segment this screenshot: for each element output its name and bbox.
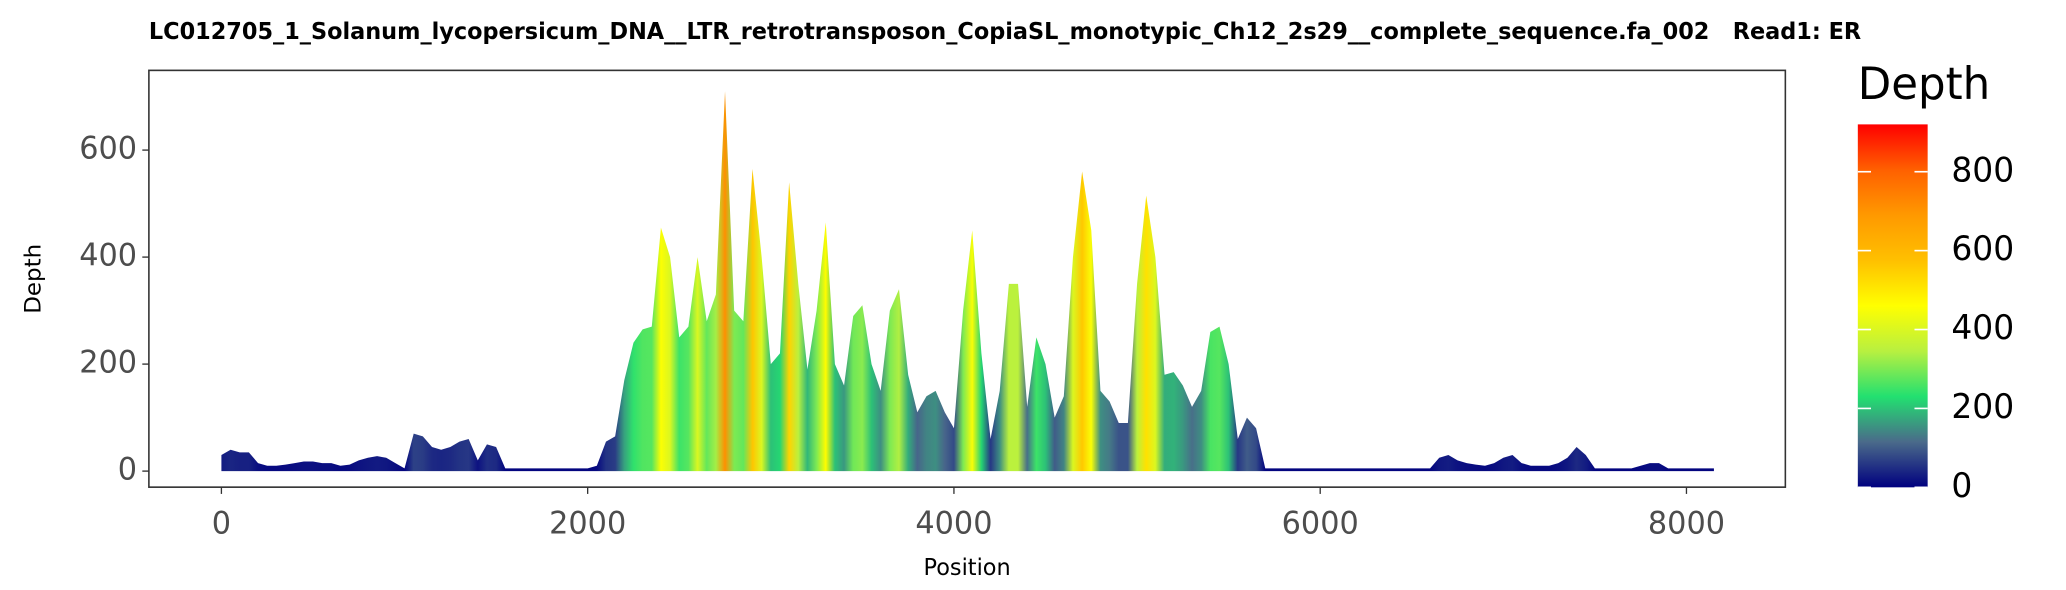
colorbar-tick-label: 400 [1951, 308, 2014, 348]
colorbar [1857, 124, 1928, 488]
colorbar-tick-label: 200 [1951, 387, 2014, 427]
y-axis-label: Depth [21, 244, 47, 314]
y-tick-label: 400 [79, 237, 137, 273]
colorbar-title: Depth [1858, 58, 1990, 110]
x-tick-label: 0 [212, 505, 231, 541]
depth-area [221, 91, 1714, 472]
x-tick-label: 8000 [1648, 505, 1725, 541]
colorbar-tick-label: 0 [1951, 466, 1972, 506]
x-tick-label: 6000 [1282, 505, 1359, 541]
colorbar-tick-label: 800 [1951, 150, 2014, 190]
y-tick-label: 0 [118, 451, 137, 487]
chart-title: LC012705_1_Solanum_lycopersicum_DNA__LTR… [149, 19, 1862, 45]
colorbar-tick-label: 600 [1951, 229, 2014, 269]
x-axis-label: Position [924, 555, 1011, 581]
y-tick-label: 200 [79, 344, 137, 380]
x-tick-label: 4000 [915, 505, 992, 541]
y-tick-label: 600 [79, 130, 137, 166]
x-tick-label: 2000 [549, 505, 626, 541]
plot-border [148, 69, 1787, 488]
